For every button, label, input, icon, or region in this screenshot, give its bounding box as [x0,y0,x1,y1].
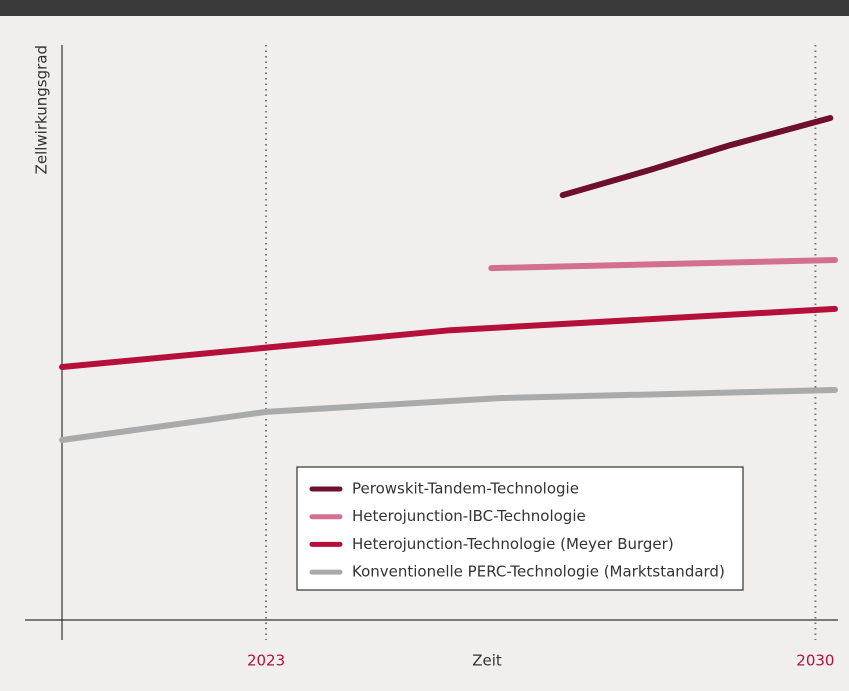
line-series [59,305,838,370]
legend-label: Perowskit-Tandem-Technologie [352,480,579,498]
y-axis-label: Zellwirkungsgrad [33,45,51,174]
legend-label: Heterojunction-Technologie (Meyer Burger… [352,535,674,553]
x-tick-label: 2030 [796,652,834,670]
line-series [59,387,838,444]
x-tick-label: 2023 [247,652,285,670]
x-axis-label: Zeit [472,652,502,670]
legend-label: Heterojunction-IBC-Technologie [352,507,586,525]
legend-box [296,466,744,591]
legend-label: Konventionelle PERC-Technologie (Marktst… [352,563,725,581]
line-series [559,115,834,199]
line-series [488,257,838,272]
top-bar [0,0,849,16]
